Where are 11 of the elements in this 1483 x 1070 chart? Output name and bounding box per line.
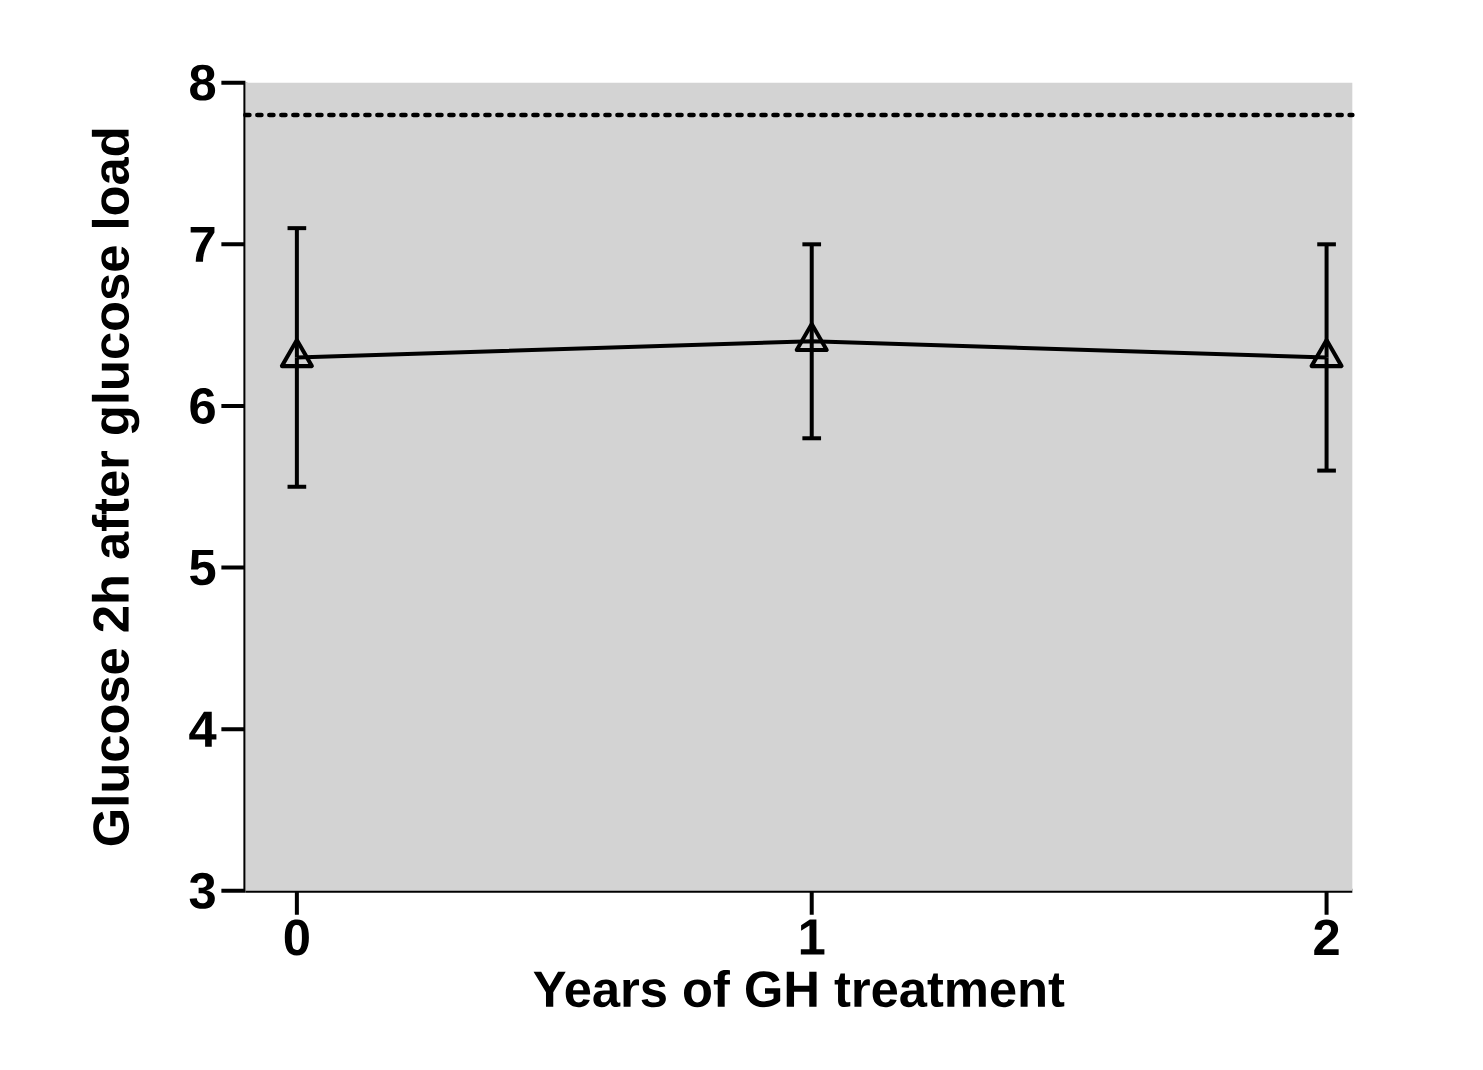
y-tick-label: 8	[190, 64, 216, 101]
x-tick-label: 0	[284, 919, 309, 956]
x-tick-label: 2	[1314, 919, 1339, 956]
y-tick-label: 5	[190, 550, 216, 586]
y-tick-label: 6	[190, 388, 215, 425]
y-axis-title: Glucose 2h after glucose load	[91, 129, 140, 846]
x-tick-label: 1	[800, 919, 825, 955]
y-tick-label: 4	[189, 712, 217, 747]
y-tick-label: 3	[189, 873, 215, 910]
x-axis-title: Years of GH treatment	[533, 970, 1065, 1008]
y-tick-label: 7	[190, 227, 215, 262]
